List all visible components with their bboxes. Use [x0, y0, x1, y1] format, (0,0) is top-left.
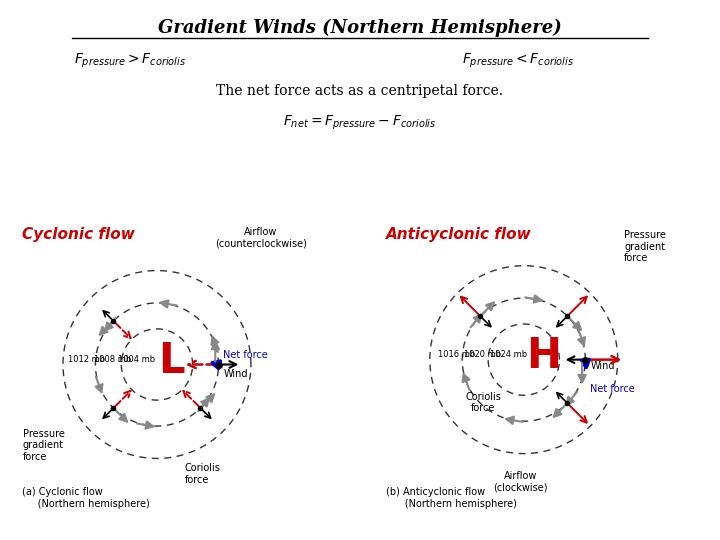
- Text: 1004 mb: 1004 mb: [118, 355, 156, 364]
- Text: Airflow
(clockwise): Airflow (clockwise): [493, 471, 548, 493]
- Text: Wind: Wind: [590, 361, 615, 372]
- Text: Anticyclonic flow: Anticyclonic flow: [386, 227, 532, 242]
- Text: 1008 mb: 1008 mb: [94, 355, 131, 364]
- Text: Coriolis
force: Coriolis force: [465, 392, 501, 414]
- Text: (a) Cyclonic flow
     (Northern hemisphere): (a) Cyclonic flow (Northern hemisphere): [22, 488, 150, 509]
- Text: $F_{pressure} > F_{coriolis}$: $F_{pressure} > F_{coriolis}$: [73, 51, 186, 70]
- Text: Pressure
gradient
force: Pressure gradient force: [22, 429, 64, 462]
- Text: 1016 mb: 1016 mb: [438, 350, 475, 359]
- Text: Coriolis
force: Coriolis force: [184, 463, 220, 485]
- Text: 1020 mb: 1020 mb: [464, 350, 501, 359]
- Text: (b) Anticyclonic flow
      (Northern hemisphere): (b) Anticyclonic flow (Northern hemisphe…: [386, 488, 517, 509]
- Text: Cyclonic flow: Cyclonic flow: [22, 227, 135, 242]
- Text: The net force acts as a centripetal force.: The net force acts as a centripetal forc…: [217, 84, 503, 98]
- Text: Net force: Net force: [223, 350, 268, 360]
- Text: $F_{net} = F_{pressure} - F_{coriolis}$: $F_{net} = F_{pressure} - F_{coriolis}$: [284, 113, 436, 132]
- Text: H: H: [526, 335, 561, 377]
- Text: Net force: Net force: [590, 384, 635, 394]
- Text: L: L: [158, 340, 185, 382]
- Text: Airflow
(counterclockwise): Airflow (counterclockwise): [215, 227, 307, 248]
- Text: $F_{pressure} < F_{coriolis}$: $F_{pressure} < F_{coriolis}$: [462, 51, 575, 70]
- Text: 1012 mb: 1012 mb: [68, 355, 105, 364]
- Text: Pressure
gradient
force: Pressure gradient force: [624, 230, 666, 263]
- Text: Gradient Winds (Northern Hemisphere): Gradient Winds (Northern Hemisphere): [158, 19, 562, 37]
- Text: Wind: Wind: [223, 369, 248, 380]
- Text: 1024 mb: 1024 mb: [490, 350, 527, 359]
